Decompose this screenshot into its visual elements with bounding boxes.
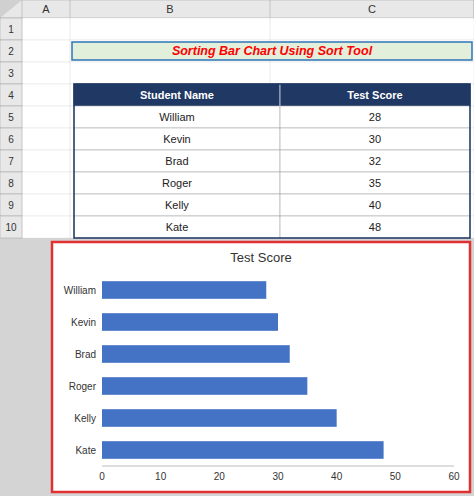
table-row (74, 106, 470, 128)
column-label: B (166, 3, 173, 15)
table-divider (279, 150, 280, 172)
x-tick-label: 50 (390, 471, 402, 482)
row-cells (22, 150, 474, 172)
title-box (72, 42, 472, 60)
column-label: C (368, 3, 376, 15)
column-gridline (70, 18, 71, 238)
table-cell: William (159, 111, 194, 123)
table-row (74, 194, 470, 216)
table-cell: Kate (166, 221, 189, 233)
row-label: 8 (8, 178, 14, 189)
table-header (74, 84, 470, 106)
row-header (0, 18, 22, 40)
table-divider (279, 216, 280, 238)
table-cell: Kevin (163, 133, 191, 145)
category-label: Roger (69, 381, 97, 392)
row-cells (22, 128, 474, 150)
table-border (74, 84, 470, 238)
column-separator (22, 0, 23, 18)
x-tick-label: 10 (155, 471, 167, 482)
bars (102, 281, 384, 459)
table-divider (279, 84, 280, 106)
row-label: 10 (5, 222, 17, 233)
column-separator (270, 0, 271, 18)
table-cell: 32 (369, 155, 381, 167)
table-cell: Brad (165, 155, 188, 167)
row-cells (22, 40, 474, 62)
page: A B C 1 2 3 4 5 6 7 8 9 10 Sorting Bar Chart Using So… (0, 0, 474, 496)
table-cell: 35 (369, 177, 381, 189)
x-tick-label: 40 (331, 471, 343, 482)
row-header (0, 106, 22, 128)
row-cells (22, 172, 474, 194)
corner (0, 0, 22, 18)
table-row (74, 216, 470, 238)
bar (102, 313, 278, 331)
row-label: 1 (8, 24, 14, 35)
row-header (0, 62, 22, 84)
category-label: William (64, 285, 96, 296)
row-label: 3 (8, 68, 14, 79)
bar (102, 281, 266, 299)
row-cells (22, 194, 474, 216)
row-label: 4 (8, 90, 14, 101)
column-label: A (42, 3, 50, 15)
row-label: 6 (8, 134, 14, 145)
row-label: 5 (8, 112, 14, 123)
x-tick-label: 30 (272, 471, 284, 482)
row-header (0, 150, 22, 172)
table-cell: 28 (369, 111, 381, 123)
row-cells (22, 62, 474, 84)
bar (102, 345, 290, 363)
table-row (74, 128, 470, 150)
row-label: 2 (8, 46, 14, 57)
table-cell: Roger (162, 177, 192, 189)
table-divider (279, 172, 280, 194)
x-tick-label: 60 (448, 471, 460, 482)
chart-title: Test Score (230, 250, 291, 265)
row-label: 9 (8, 200, 14, 211)
bar (102, 377, 307, 395)
x-axis (102, 466, 454, 467)
column-header (0, 0, 474, 18)
row-cells (22, 106, 474, 128)
table-divider (279, 106, 280, 128)
row-header (0, 194, 22, 216)
x-tick-label: 0 (99, 471, 105, 482)
table-divider (279, 194, 280, 216)
row-cells (22, 84, 474, 106)
table-cell: 30 (369, 133, 381, 145)
table-row (74, 150, 470, 172)
bar (102, 441, 384, 459)
category-label: Kelly (74, 413, 96, 424)
table-row (74, 172, 470, 194)
chart-frame (52, 242, 470, 492)
category-label: Kevin (71, 317, 96, 328)
category-label: Brad (75, 349, 96, 360)
row-cells (22, 216, 474, 238)
row-header (0, 84, 22, 106)
page-title: Sorting Bar Chart Using Sort Tool (172, 44, 373, 58)
table-column-header: Test Score (347, 89, 402, 101)
row-header (0, 216, 22, 238)
table-divider (279, 128, 280, 150)
table-column-header: Student Name (140, 89, 214, 101)
bar (102, 409, 337, 427)
x-tick-label: 20 (214, 471, 226, 482)
row-cells (22, 18, 474, 40)
row-header (0, 172, 22, 194)
row-header (0, 40, 22, 62)
table-cell: 48 (369, 221, 381, 233)
table-cell: Kelly (165, 199, 189, 211)
sheet-bg (0, 0, 474, 496)
table-cell: 40 (369, 199, 381, 211)
row-label: 7 (8, 156, 14, 167)
column-separator (70, 0, 71, 18)
row-header (0, 128, 22, 150)
category-label: Kate (75, 445, 96, 456)
